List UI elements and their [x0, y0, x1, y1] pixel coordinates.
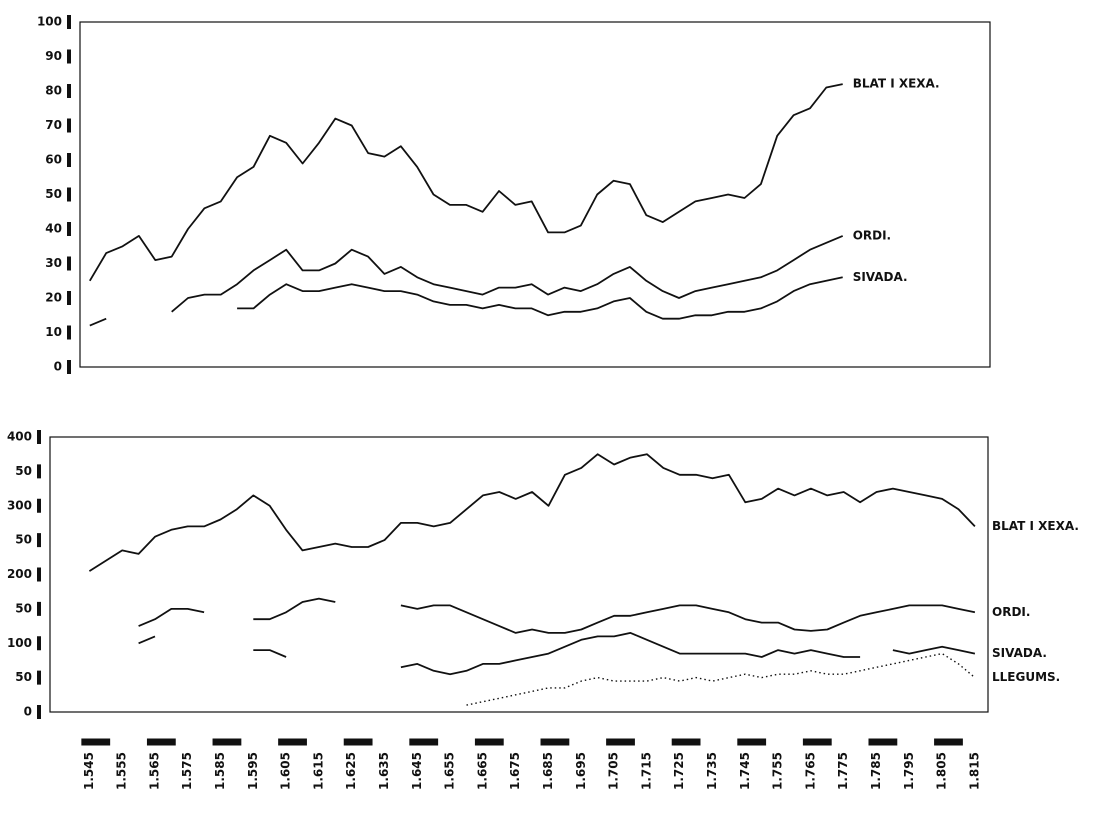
- x-tick-label: 1.755: [771, 752, 785, 790]
- x-tick-label: 1.615: [311, 752, 325, 790]
- series-label: BLAT I XEXA.: [992, 519, 1079, 533]
- x-tick-label: 1.675: [508, 752, 522, 790]
- x-tick-label: 1.685: [541, 752, 555, 790]
- top-frame: [79, 21, 991, 368]
- series-line: [138, 632, 976, 676]
- y-tick-label: 80: [45, 84, 62, 98]
- series-line: [89, 83, 843, 282]
- y-tick-label: 300: [7, 498, 32, 512]
- y-tick-label: 50: [15, 464, 32, 478]
- x-tick-label: 1.805: [935, 752, 949, 790]
- x-tick-label: 1.565: [147, 752, 161, 790]
- series-label: ORDI.: [992, 605, 1030, 619]
- bottom-frame: [49, 436, 989, 713]
- series-label: SIVADA.: [853, 270, 908, 284]
- y-tick-label: 10: [45, 325, 62, 339]
- x-tick-label: 1.765: [803, 752, 817, 790]
- series-line: [89, 235, 844, 327]
- y-tick-label: 70: [45, 118, 62, 132]
- series-line: [88, 453, 976, 572]
- x-tick-label: 1.695: [574, 752, 588, 790]
- x-tick-label: 1.725: [672, 752, 686, 790]
- series-label: ORDI.: [853, 228, 891, 242]
- y-tick-label: 50: [15, 533, 32, 547]
- x-tick-label: 1.815: [967, 752, 981, 790]
- y-tick-label: 90: [45, 49, 62, 63]
- x-tick-label: 1.605: [279, 752, 293, 790]
- x-tick-label: 1.705: [607, 752, 621, 790]
- y-tick-label: 0: [54, 360, 62, 374]
- series-label: BLAT I XEXA.: [853, 77, 940, 91]
- x-tick-label: 1.635: [377, 752, 391, 790]
- y-tick-label: 40: [45, 222, 62, 236]
- y-tick-label: 50: [45, 187, 62, 201]
- x-tick-label: 1.585: [213, 752, 227, 790]
- y-tick-label: 100: [7, 636, 32, 650]
- x-tick-label: 1.655: [443, 752, 457, 790]
- x-tick-label: 1.795: [902, 752, 916, 790]
- y-tick-label: 50: [15, 670, 32, 684]
- x-tick-label: 1.555: [115, 752, 129, 790]
- x-tick-label: 1.715: [639, 752, 653, 790]
- x-tick-label: 1.735: [705, 752, 719, 790]
- y-tick-label: 100: [37, 15, 62, 29]
- y-tick-label: 50: [15, 601, 32, 615]
- x-tick-label: 1.595: [246, 752, 260, 790]
- y-tick-label: 0: [24, 705, 32, 719]
- series-line: [237, 276, 843, 320]
- x-tick-label: 1.645: [410, 752, 424, 790]
- series-line: [466, 652, 976, 706]
- x-tick-label: 1.665: [475, 752, 489, 790]
- y-tick-label: 20: [45, 291, 62, 305]
- series-line: [138, 597, 976, 634]
- x-tick-label: 1.785: [869, 752, 883, 790]
- y-tick-label: 400: [7, 430, 32, 444]
- x-tick-label: 1.625: [344, 752, 358, 790]
- series-label: LLEGUMS.: [992, 670, 1060, 684]
- y-tick-label: 60: [45, 153, 62, 167]
- x-tick-label: 1.775: [836, 752, 850, 790]
- x-tick-label: 1.575: [180, 752, 194, 790]
- series-label: SIVADA.: [992, 646, 1047, 660]
- x-tick-label: 1.545: [82, 752, 96, 790]
- y-tick-label: 30: [45, 256, 62, 270]
- x-tick-label: 1.745: [738, 752, 752, 790]
- y-tick-label: 200: [7, 567, 32, 581]
